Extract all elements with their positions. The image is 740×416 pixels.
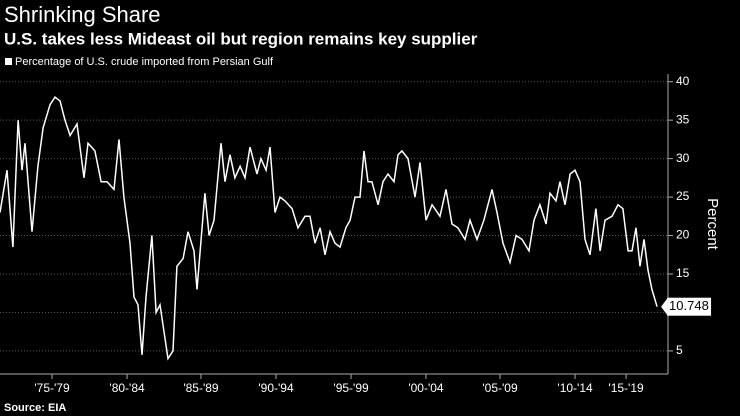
y-tick-label: 30 (676, 151, 690, 165)
y-axis-label: Percent (704, 198, 721, 251)
x-tick-label: '95-'99 (333, 381, 369, 395)
last-value-pointer (661, 298, 668, 315)
x-tick-label: '80-'84 (109, 381, 145, 395)
x-tick-label: '10-'14 (557, 381, 593, 395)
x-tick-label: '75-'79 (34, 381, 70, 395)
last-value-label: 10.748 (669, 298, 709, 313)
x-tick-label: '05-'09 (482, 381, 518, 395)
y-tick-label: 20 (676, 228, 690, 242)
y-tick-label: 15 (676, 266, 690, 280)
y-tick-label: 25 (676, 189, 690, 203)
chart-subtitle: U.S. takes less Mideast oil but region r… (4, 29, 478, 48)
x-tick-label: '15-'19 (608, 381, 644, 395)
y-tick-label: 35 (676, 112, 690, 126)
y-tick-label: 40 (676, 74, 690, 88)
source: Source: EIA (4, 402, 66, 414)
x-tick-label: '85-'89 (183, 381, 219, 395)
line-series (0, 96, 658, 361)
legend-label: Percentage of U.S. crude imported from P… (15, 56, 274, 68)
x-tick-label: '00-'04 (408, 381, 444, 395)
legend-swatch (5, 58, 12, 65)
chart-title: Shrinking Share (4, 2, 161, 27)
last-value-box (667, 297, 712, 316)
y-tick-label: 5 (676, 343, 683, 357)
x-tick-label: '90-'94 (258, 381, 294, 395)
